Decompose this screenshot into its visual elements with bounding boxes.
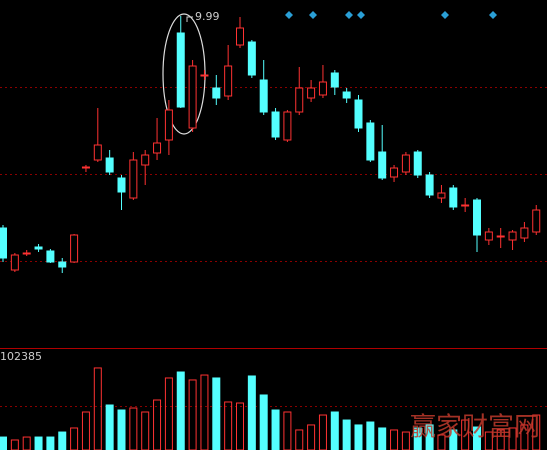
- signal-markers: [285, 11, 497, 19]
- volume-bar: [484, 431, 493, 450]
- signal-marker: [441, 11, 449, 19]
- volume-bar: [271, 409, 280, 450]
- volume-bar: [200, 374, 209, 450]
- candle-body: [200, 74, 209, 77]
- volume-bar: [129, 407, 138, 450]
- volume-bar: [283, 411, 292, 450]
- volume-bar: [401, 431, 410, 450]
- volume-bar: [105, 404, 114, 450]
- candle-body: [401, 154, 410, 173]
- candle-body: [484, 231, 493, 241]
- candle-body: [129, 159, 138, 199]
- volume-bar: [366, 421, 375, 450]
- candle-body: [318, 81, 327, 96]
- candles: [0, 16, 541, 273]
- candle-body: [212, 87, 221, 99]
- volume-bar: [0, 436, 7, 450]
- volume-bar: [93, 367, 102, 450]
- volume-bar: [307, 424, 316, 450]
- candle-body: [508, 231, 517, 241]
- candle-body: [283, 111, 292, 141]
- candle-body: [153, 142, 162, 154]
- candle-body: [188, 65, 197, 129]
- signal-marker: [489, 11, 497, 19]
- candle-body: [307, 87, 316, 99]
- candle-body: [10, 254, 19, 271]
- candle-body: [46, 250, 55, 263]
- candle-body: [58, 261, 67, 268]
- volume-bar: [81, 411, 90, 450]
- volume-bar: [247, 375, 256, 450]
- candle-body: [164, 109, 173, 141]
- volume-bar: [176, 371, 185, 450]
- candle-body: [520, 227, 529, 239]
- volume-bar: [425, 424, 434, 450]
- candle-body: [176, 32, 185, 108]
- high-pointer: [186, 16, 193, 22]
- volume-bar: [34, 436, 43, 450]
- candle-body: [330, 72, 339, 88]
- high-label: 9.99: [195, 10, 220, 23]
- candle-body: [70, 234, 79, 263]
- volume-bar: [117, 409, 126, 450]
- signal-marker: [357, 11, 365, 19]
- volume-bar: [212, 377, 221, 450]
- candle-body: [34, 246, 43, 250]
- volume-bar: [46, 436, 55, 450]
- candle-body: [141, 154, 150, 166]
- volume-bar: [342, 419, 351, 450]
- volume-bar: [378, 427, 387, 450]
- candle-body: [532, 209, 541, 233]
- candle-body: [449, 187, 458, 208]
- highlight-ellipse: [162, 13, 206, 135]
- candle-body: [117, 177, 126, 193]
- candle-body: [224, 65, 233, 97]
- candle-body: [437, 192, 446, 199]
- candle-body: [342, 91, 351, 99]
- candle-body: [0, 227, 7, 259]
- volume-bar: [330, 411, 339, 450]
- volume-label: 102385: [0, 350, 42, 363]
- volume-bar: [153, 399, 162, 450]
- watermark: 赢家财富网: [410, 413, 540, 443]
- candle-body: [354, 99, 363, 129]
- volume-bar: [473, 426, 481, 450]
- candle-body: [93, 144, 102, 161]
- candle-body: [366, 122, 375, 161]
- volume-bar: [532, 414, 541, 450]
- candle-body: [236, 27, 244, 46]
- candle-body: [461, 204, 470, 207]
- signal-marker: [285, 11, 293, 19]
- volume-bar: [318, 414, 327, 450]
- volume-bar: [236, 402, 244, 450]
- candle-body: [22, 252, 31, 255]
- candle-body: [81, 166, 90, 169]
- signal-marker: [309, 11, 317, 19]
- candle-body: [378, 151, 387, 179]
- signal-marker: [345, 11, 353, 19]
- candle-body: [425, 174, 434, 196]
- candle-body: [390, 167, 399, 178]
- volume-bar: [141, 411, 150, 450]
- candle-body: [259, 79, 268, 113]
- volume-bar: [520, 424, 529, 450]
- volume-bar: [58, 431, 67, 450]
- candle-body: [271, 111, 280, 138]
- candle-body: [413, 151, 422, 176]
- volume-bar: [259, 394, 268, 450]
- candle-body: [105, 157, 114, 173]
- candle-body: [473, 199, 481, 236]
- candle-body: [496, 235, 505, 238]
- volume-bar: [354, 424, 363, 450]
- volume-bar: [461, 419, 470, 450]
- candle-body: [295, 87, 304, 113]
- candle-body: [247, 41, 256, 76]
